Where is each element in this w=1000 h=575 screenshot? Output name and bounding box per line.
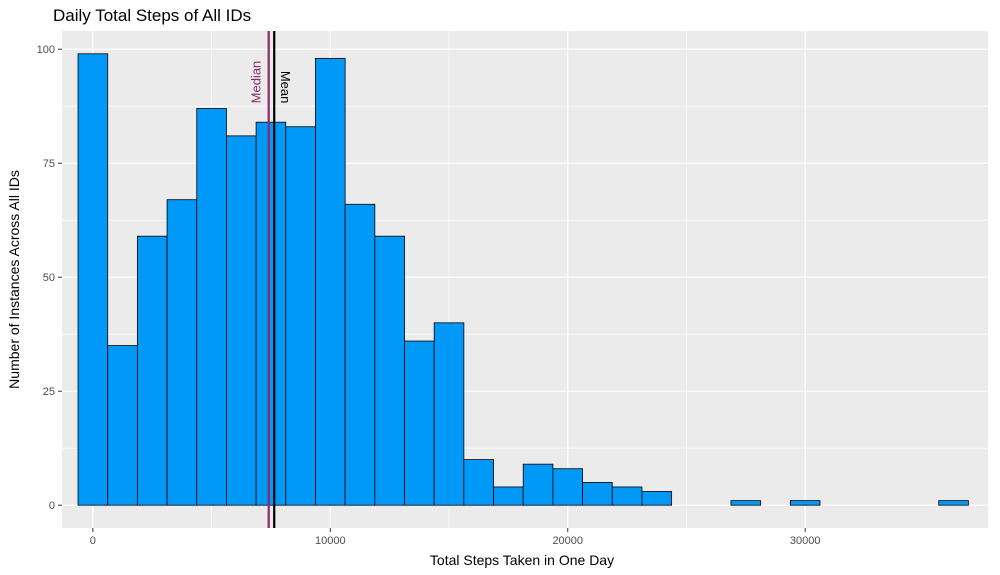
- x-tick-label: 20000: [552, 535, 583, 547]
- histogram-bar: [255, 121, 287, 506]
- x-axis-title: Total Steps Taken in One Day: [430, 552, 614, 568]
- histogram-bar: [196, 108, 227, 506]
- histogram-bar: [77, 53, 109, 506]
- histogram-bar: [938, 500, 969, 506]
- x-axis: 0 10000 20000 30000: [90, 528, 821, 547]
- x-tick-label: 10000: [315, 535, 346, 547]
- histogram-bar: [404, 340, 435, 506]
- histogram-bar: [493, 486, 524, 506]
- y-axis: 0 25 50 75 100: [37, 44, 62, 512]
- chart-title: Daily Total Steps of All IDs: [53, 6, 251, 25]
- y-tick-label: 50: [43, 272, 55, 284]
- y-axis-title: Number of Instances Across All IDs: [6, 170, 22, 389]
- y-tick-label: 25: [43, 386, 55, 398]
- y-tick-label: 0: [49, 500, 55, 512]
- histogram-bar: [344, 203, 376, 506]
- histogram-bar: [522, 463, 554, 506]
- histogram-bar: [463, 459, 494, 506]
- vline-label-mean: Mean: [278, 71, 293, 104]
- bars: [77, 53, 969, 506]
- histogram-bar: [107, 345, 138, 506]
- histogram-bar: [611, 486, 643, 506]
- y-tick-label: 75: [43, 158, 55, 170]
- histogram-bar: [552, 468, 583, 506]
- histogram-bar: [374, 235, 405, 506]
- histogram-bar: [315, 57, 346, 506]
- vline-label-median: Median: [249, 61, 264, 104]
- histogram-bar: [285, 126, 316, 506]
- histogram-bar: [166, 199, 198, 506]
- histogram-bar: [226, 135, 257, 506]
- x-tick-label: 0: [90, 535, 96, 547]
- x-tick-label: 30000: [790, 535, 821, 547]
- histogram-bar: [582, 481, 613, 506]
- y-tick-label: 100: [37, 44, 55, 56]
- histogram-bar: [730, 500, 762, 506]
- reference-lines: Median Mean: [249, 31, 293, 528]
- histogram-bar: [641, 491, 673, 506]
- histogram-bar: [433, 322, 465, 506]
- histogram-bar: [136, 235, 168, 506]
- histogram-bar: [789, 500, 821, 506]
